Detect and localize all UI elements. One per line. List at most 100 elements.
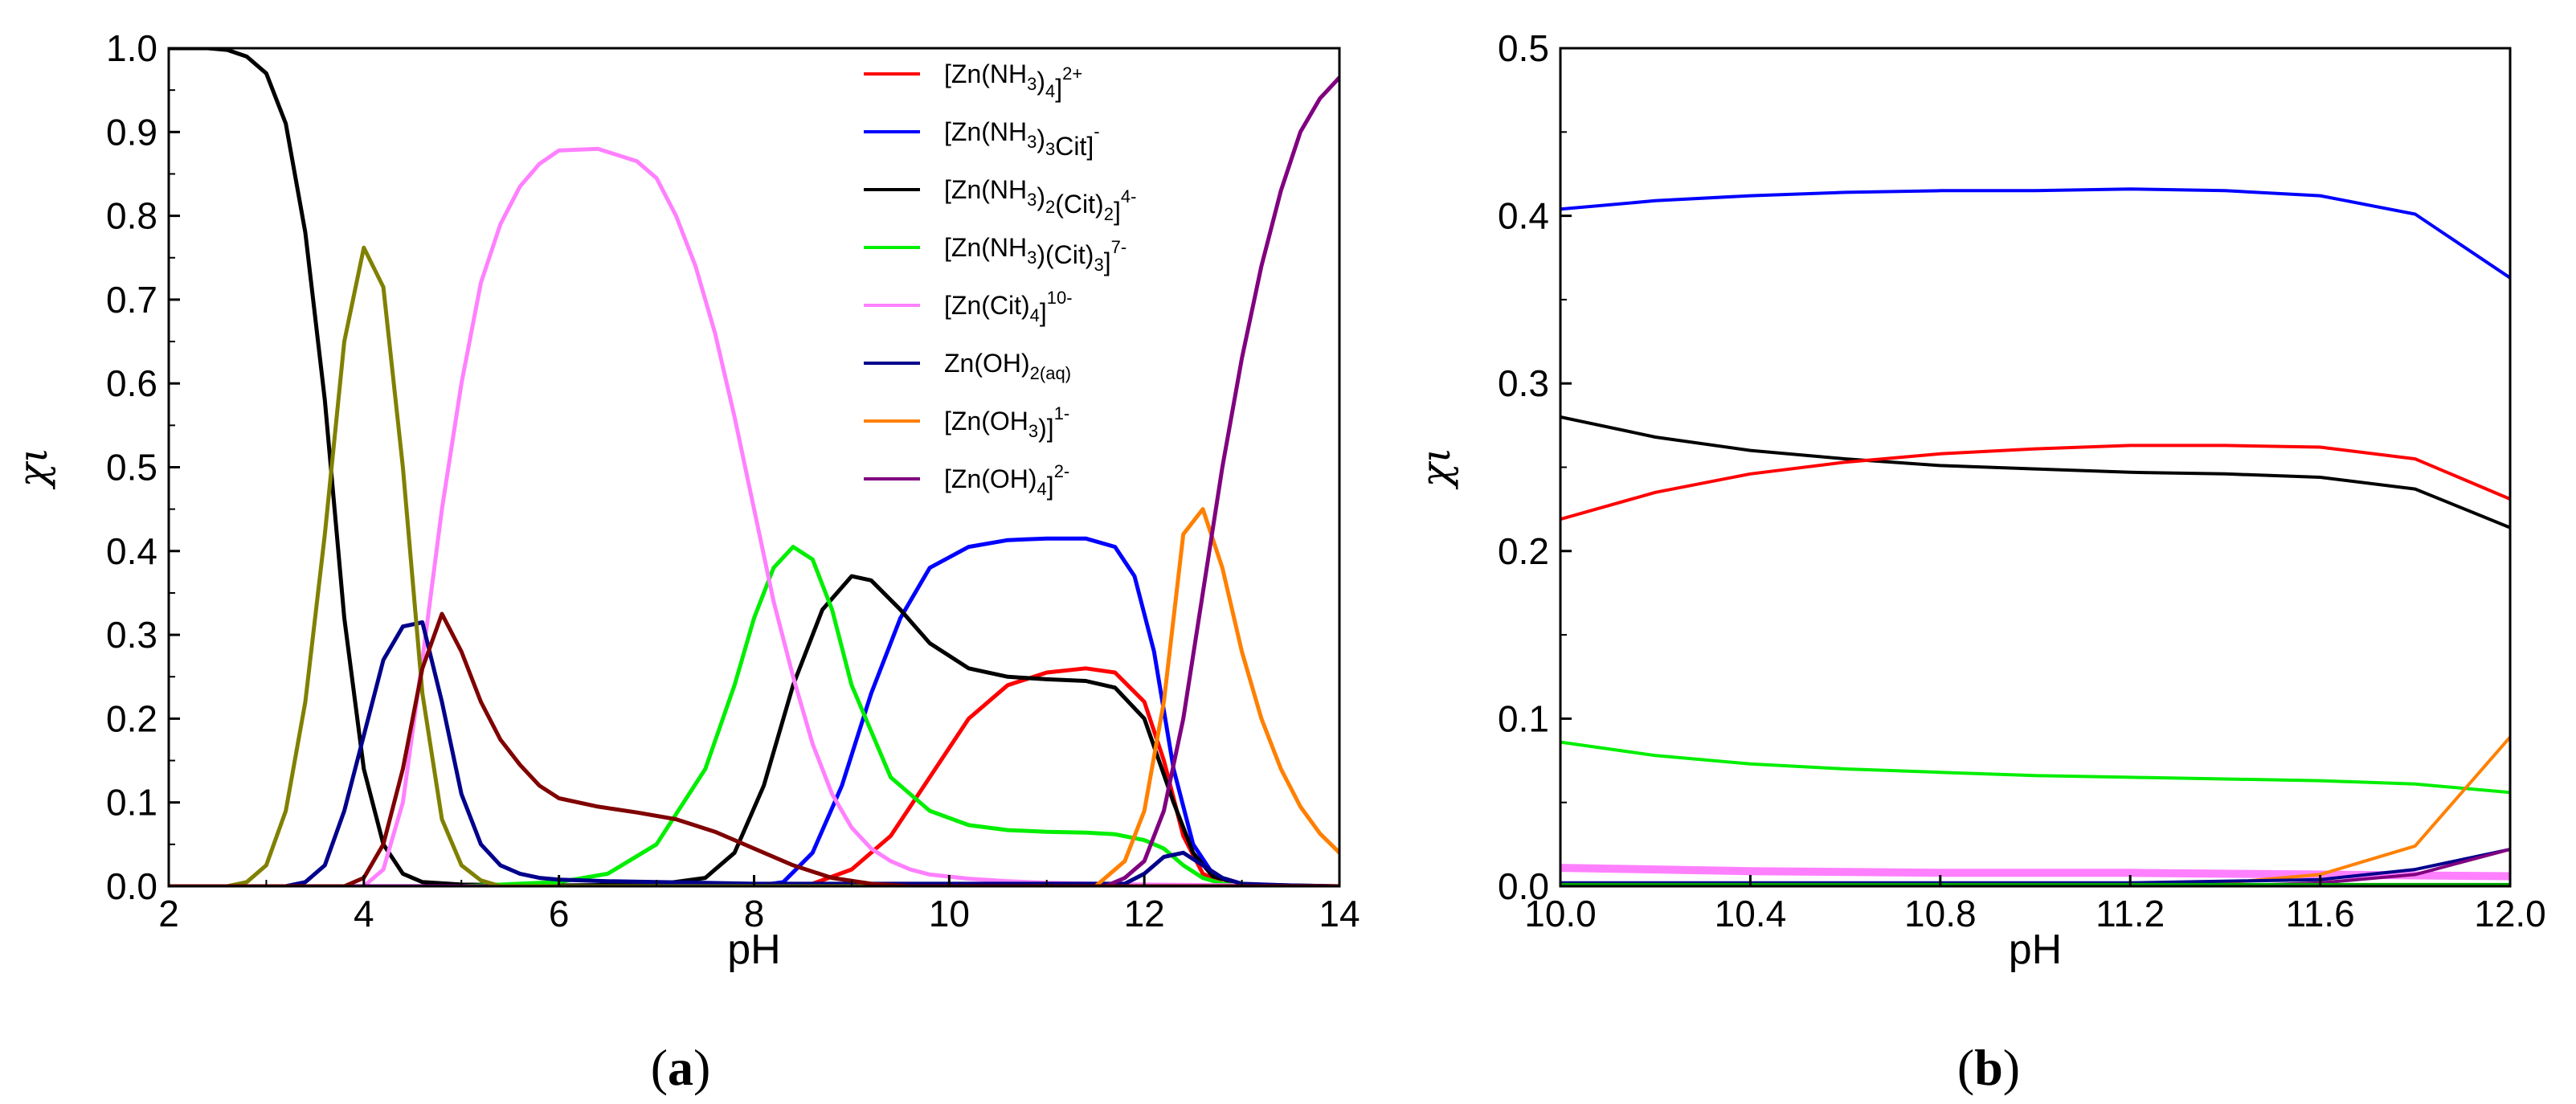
legend-label-part: 2+: [1062, 63, 1082, 84]
y-axis-title: χι: [10, 448, 56, 490]
legend-label-part: 10-: [1047, 288, 1073, 308]
legend-label-part: 2: [1045, 197, 1055, 217]
legend-label-part: 4-: [1121, 186, 1137, 206]
series-line-zn_nh3_2_cit2: [169, 48, 1339, 886]
legend-label-part: ]: [1047, 472, 1054, 501]
legend-label-part: [Zn(OH: [944, 407, 1028, 435]
legend-label-part: Cit]: [1055, 132, 1094, 161]
legend-label-part: ]: [1104, 247, 1111, 276]
series-line-zn_nh3_4: [1560, 444, 2510, 521]
legend-label-part: Zn(OH): [944, 349, 1030, 378]
legend-label-part: (Cit): [1055, 190, 1103, 219]
x-tick-label: 10: [929, 893, 970, 934]
x-tick-label: 8: [744, 893, 765, 934]
series-line-zn_cit4: [169, 146, 1339, 886]
y-tick-label: 0.4: [106, 530, 157, 572]
legend-label-part: 2-: [1054, 461, 1070, 481]
legend-label-part: 3: [1028, 421, 1038, 441]
legend-label-part: ): [1037, 125, 1045, 153]
series-line-zn_oh2_aq: [169, 620, 1339, 886]
legend-label-part: ]: [1040, 298, 1047, 327]
legend-label-part: 3: [1027, 132, 1037, 152]
y-tick-label: 0.1: [106, 782, 157, 824]
y-tick-label: 0.2: [106, 697, 157, 739]
legend-label-part: )(Cit): [1037, 240, 1094, 269]
y-tick-label: 0.5: [1498, 27, 1549, 69]
series-line-zn_nh3_3_cit: [1560, 187, 2510, 280]
x-tick-label: 10.4: [1715, 893, 1787, 934]
legend-label-part: 3: [1094, 255, 1103, 275]
x-tick-label: 12.0: [2474, 893, 2546, 934]
legend-label-zn_oh4: [Zn(OH)4]2-: [944, 461, 1069, 501]
series-line-zn_oh3: [169, 507, 1339, 886]
legend-label-part: 3: [1045, 139, 1055, 159]
legend-label-part: ): [1037, 182, 1045, 211]
series-line-zn_nh3_4: [169, 666, 1339, 886]
legend: [Zn(NH3)4]2+[Zn(NH3)3Cit]-[Zn(NH3)2(Cit)…: [864, 59, 1136, 501]
chart-panel-b: 10.0 10.4 10.8 11.2 11.6 12.0 0.0 0.1 0.2 0.3 0.4 0…: [1413, 27, 2546, 973]
legend-label-part: 3: [1027, 190, 1037, 210]
legend-label-part: [Zn(NH: [944, 175, 1027, 204]
series-line-zn_extra_maroon: [169, 611, 1339, 886]
series-lines-a: [169, 48, 1339, 886]
legend-label-part: 2: [1104, 204, 1114, 224]
legend-label-part: ): [1037, 67, 1045, 96]
y-tick-label: 0.8: [106, 195, 157, 237]
y-tick-label: 0.7: [106, 279, 157, 321]
x-tick-label: 2: [158, 893, 179, 934]
x-tick-label: 6: [549, 893, 570, 934]
panel-a-label: (a): [651, 1039, 711, 1096]
legend-label-part: 3: [1027, 247, 1037, 268]
legend-label-part: ]: [1114, 197, 1121, 226]
series-line-zn_nh3_cit3: [1560, 740, 2510, 795]
y-axis-title: χι: [1413, 448, 1459, 490]
y-tick-label: 0.3: [106, 614, 157, 656]
x-tick-label: 11.6: [2286, 893, 2355, 934]
series-lines-b: [1560, 187, 2510, 886]
legend-label-part: -: [1094, 121, 1099, 141]
legend-label-zn_oh3: [Zn(OH3)]1-: [944, 403, 1069, 443]
legend-label-zn_oh2_aq: Zn(OH)2(aq): [944, 349, 1071, 383]
series-line-zn_nh3_2_cit2: [1560, 415, 2510, 530]
y-tick-label: 0.0: [106, 865, 157, 907]
panel-b-label: (b): [1957, 1039, 2020, 1096]
y-tick-label: 0.5: [106, 447, 157, 489]
legend-label-part: ]: [1055, 74, 1062, 103]
legend-label-zn_cit4: [Zn(Cit)4]10-: [944, 288, 1073, 327]
x-tick-label: 14: [1319, 893, 1360, 934]
x-axis-title: pH: [2009, 926, 2062, 973]
y-tick-label: 0.3: [1498, 362, 1549, 404]
x-tick-label: 12: [1124, 893, 1165, 934]
y-tick-label: 0.0: [1498, 865, 1549, 907]
legend-label-zn_nh3_cit3: [Zn(NH3)(Cit)3]7-: [944, 233, 1126, 276]
legend-label-zn_nh3_4: [Zn(NH3)4]2+: [944, 59, 1082, 103]
legend-label-part: 3: [1027, 74, 1037, 94]
y-tick-label: 0.9: [106, 111, 157, 153]
chart-panel-a: 2 4 6 8 10 12 14 0.0 0.1 0.2 0.3 0.4 0.5 0.6 0.7 0.8 0.9…: [10, 27, 1360, 973]
y-tick-label: 1.0: [106, 27, 157, 69]
legend-label-part: 4: [1045, 81, 1055, 101]
legend-label-part: [Zn(NH: [944, 117, 1027, 146]
y-tick-label: 0.2: [1498, 530, 1549, 572]
legend-label-part: 1-: [1054, 403, 1070, 423]
legend-label-part: [Zn(NH: [944, 59, 1027, 88]
legend-label-part: [Zn(OH): [944, 464, 1037, 493]
series-line-zn_nh3_3_cit: [169, 536, 1339, 886]
x-tick-label: 10.0: [1524, 893, 1597, 934]
y-tick-label: 0.4: [1498, 195, 1549, 237]
legend-label-part: 4: [1037, 479, 1047, 499]
y-tick-label: 0.1: [1498, 697, 1549, 739]
series-line-zn_extra_olive: [169, 245, 1339, 886]
x-tick-label: 11.2: [2096, 893, 2165, 934]
legend-label-zn_nh3_3_cit: [Zn(NH3)3Cit]-: [944, 117, 1100, 161]
series-line-zn_oh4: [169, 76, 1339, 886]
x-axis-title: pH: [727, 926, 780, 973]
series-line-zn_oh3: [1560, 735, 2510, 886]
x-tick-label: 10.8: [1904, 893, 1977, 934]
legend-label-part: )]: [1038, 414, 1054, 443]
legend-label-part: [Zn(NH: [944, 233, 1027, 262]
legend-label-zn_nh3_2_cit2: [Zn(NH3)2(Cit)2]4-: [944, 175, 1136, 226]
y-tick-label: 0.6: [106, 362, 157, 404]
legend-label-part: 2(aq): [1030, 363, 1071, 383]
